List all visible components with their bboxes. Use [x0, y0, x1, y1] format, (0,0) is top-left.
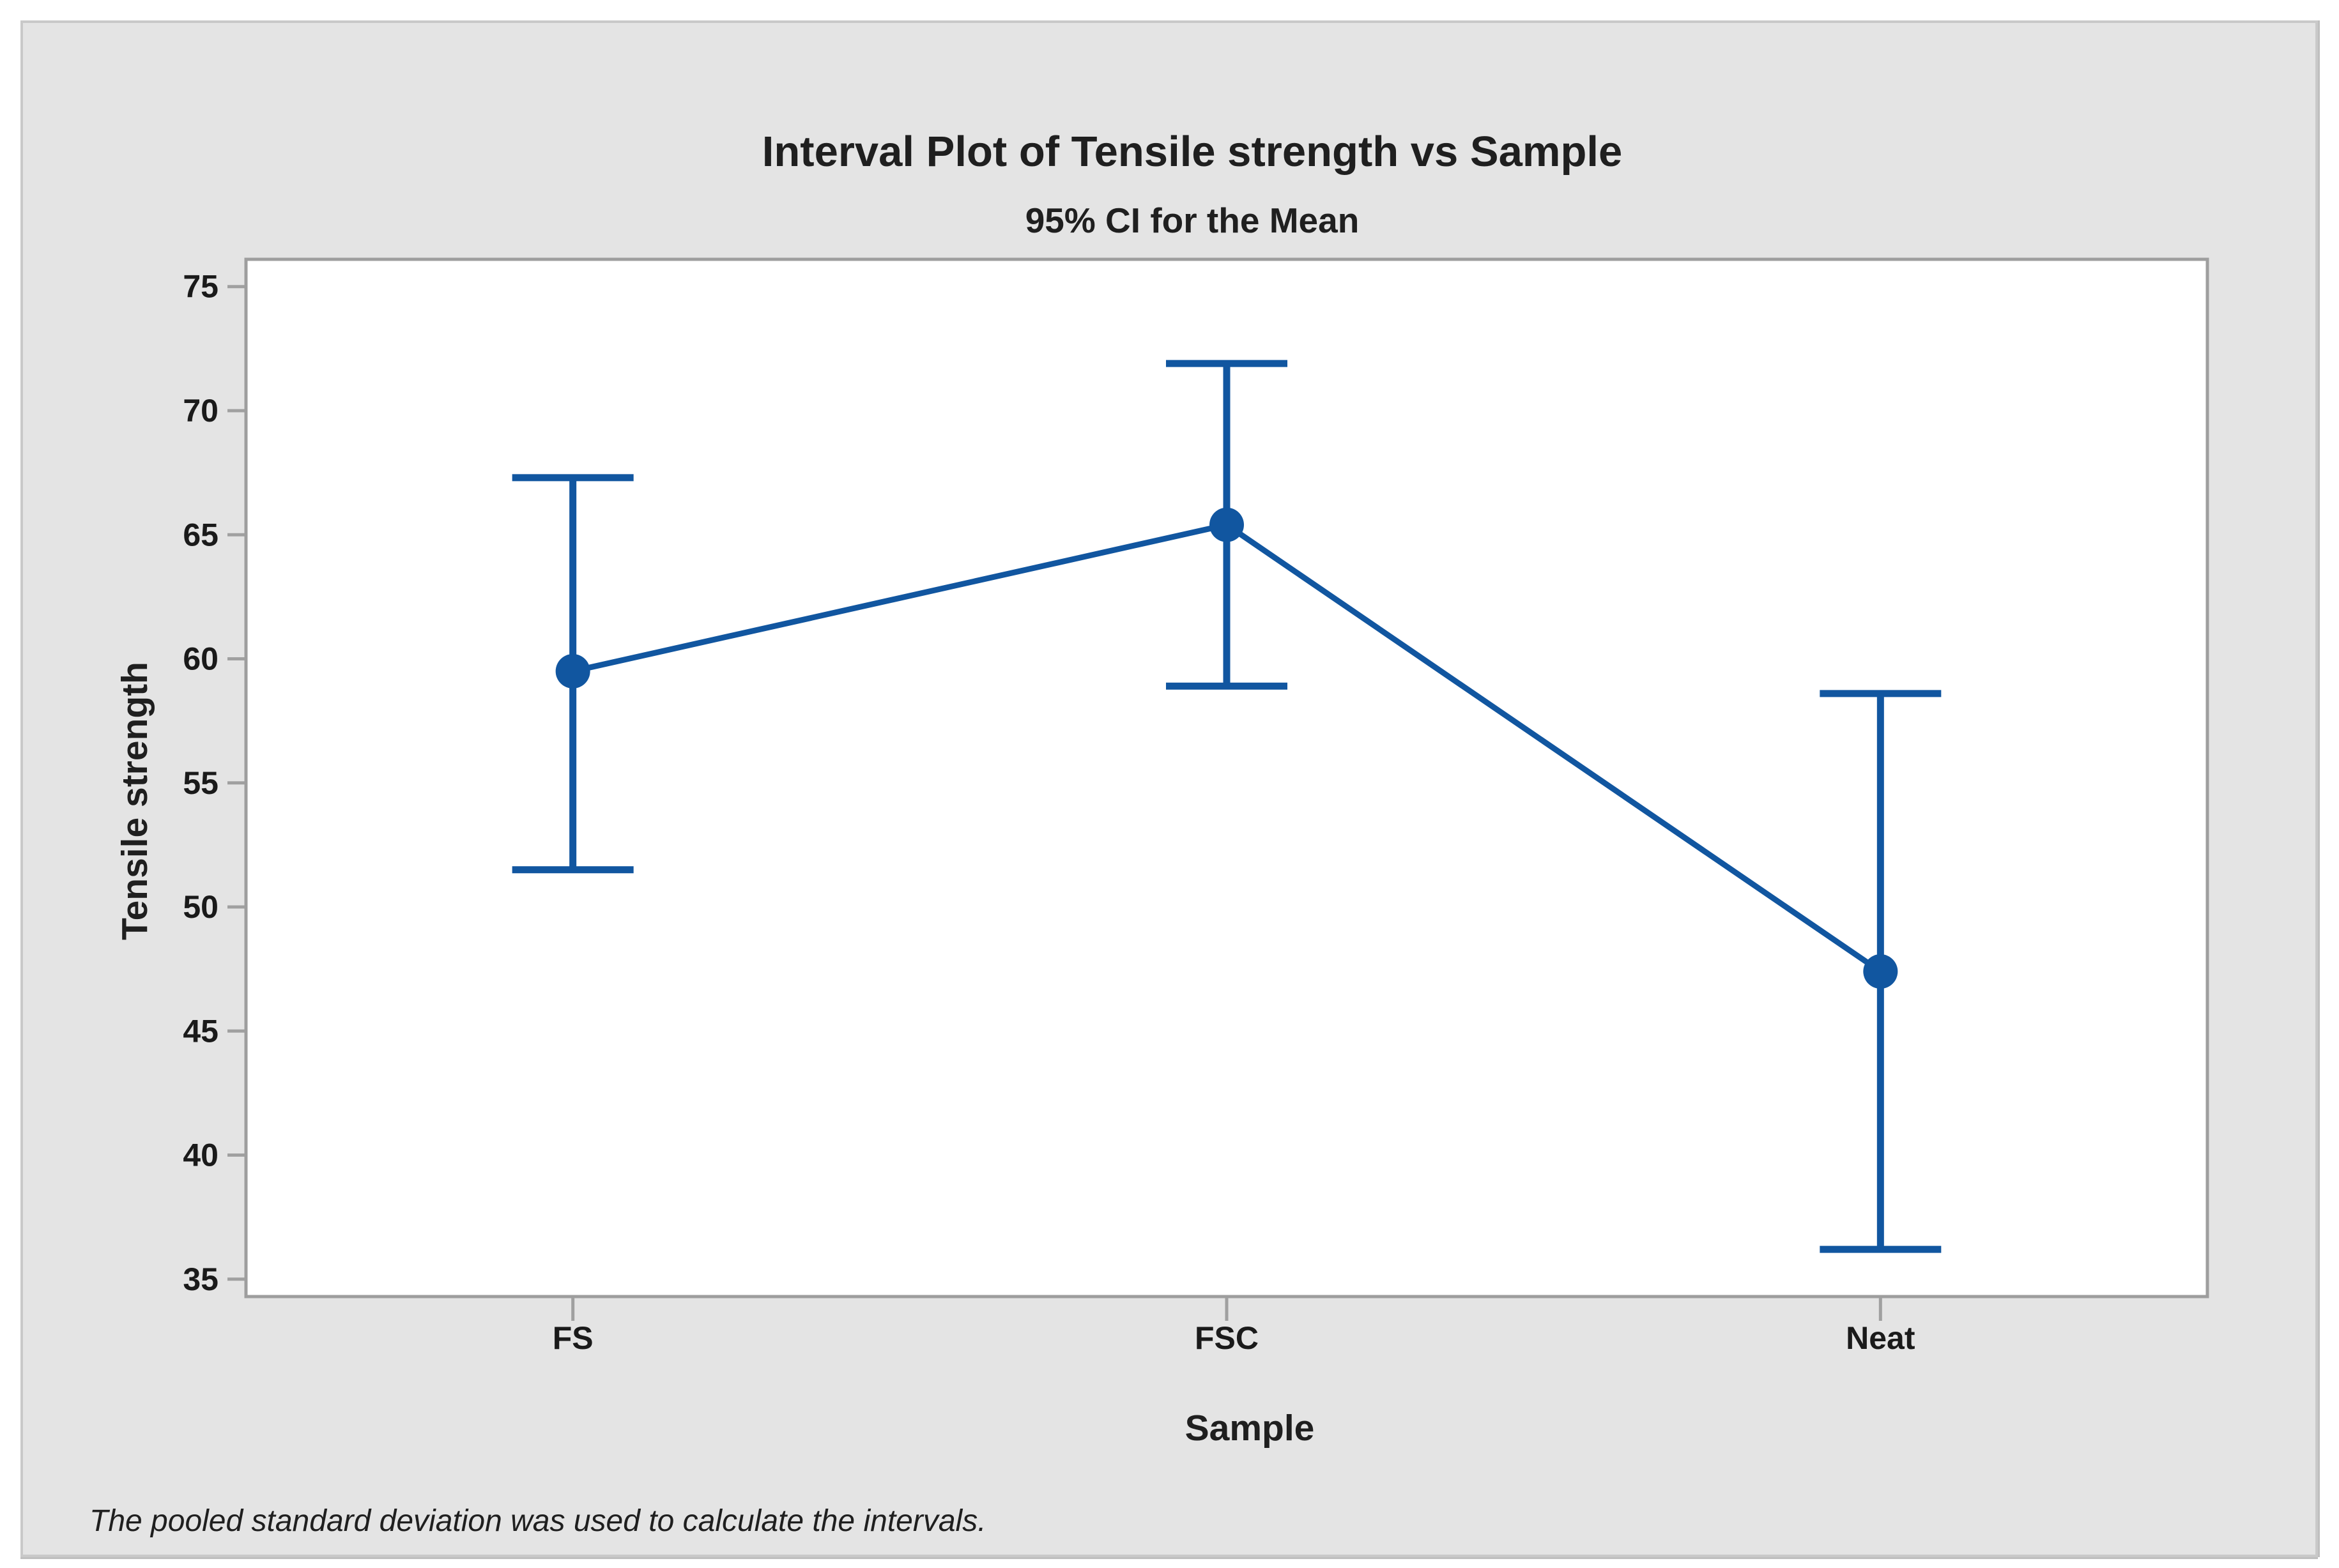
- y-tick-label: 75: [183, 269, 219, 305]
- chart-title: Interval Plot of Tensile strength vs Sam…: [762, 128, 1623, 176]
- y-tick-label: 40: [183, 1138, 219, 1173]
- y-tick-label: 50: [183, 889, 219, 925]
- y-tick-label: 45: [183, 1013, 219, 1049]
- y-tick-label: 60: [183, 641, 219, 677]
- chart-footnote: The pooled standard deviation was used t…: [89, 1504, 986, 1538]
- x-tick-label-fs: FS: [553, 1320, 594, 1356]
- y-tick-label: 65: [183, 517, 219, 552]
- x-tick-label-neat: Neat: [1846, 1320, 1915, 1356]
- chart-subtitle: 95% CI for the Mean: [1025, 201, 1360, 240]
- y-tick-label: 55: [183, 765, 219, 801]
- mean-point-fsc: [1209, 507, 1244, 542]
- y-tick-label: 70: [183, 393, 219, 429]
- x-axis-title: Sample: [1185, 1408, 1315, 1449]
- y-tick-label: 35: [183, 1261, 219, 1297]
- mean-point-fs: [555, 653, 590, 689]
- mean-point-neat: [1863, 954, 1898, 989]
- x-tick-label-fsc: FSC: [1195, 1320, 1259, 1356]
